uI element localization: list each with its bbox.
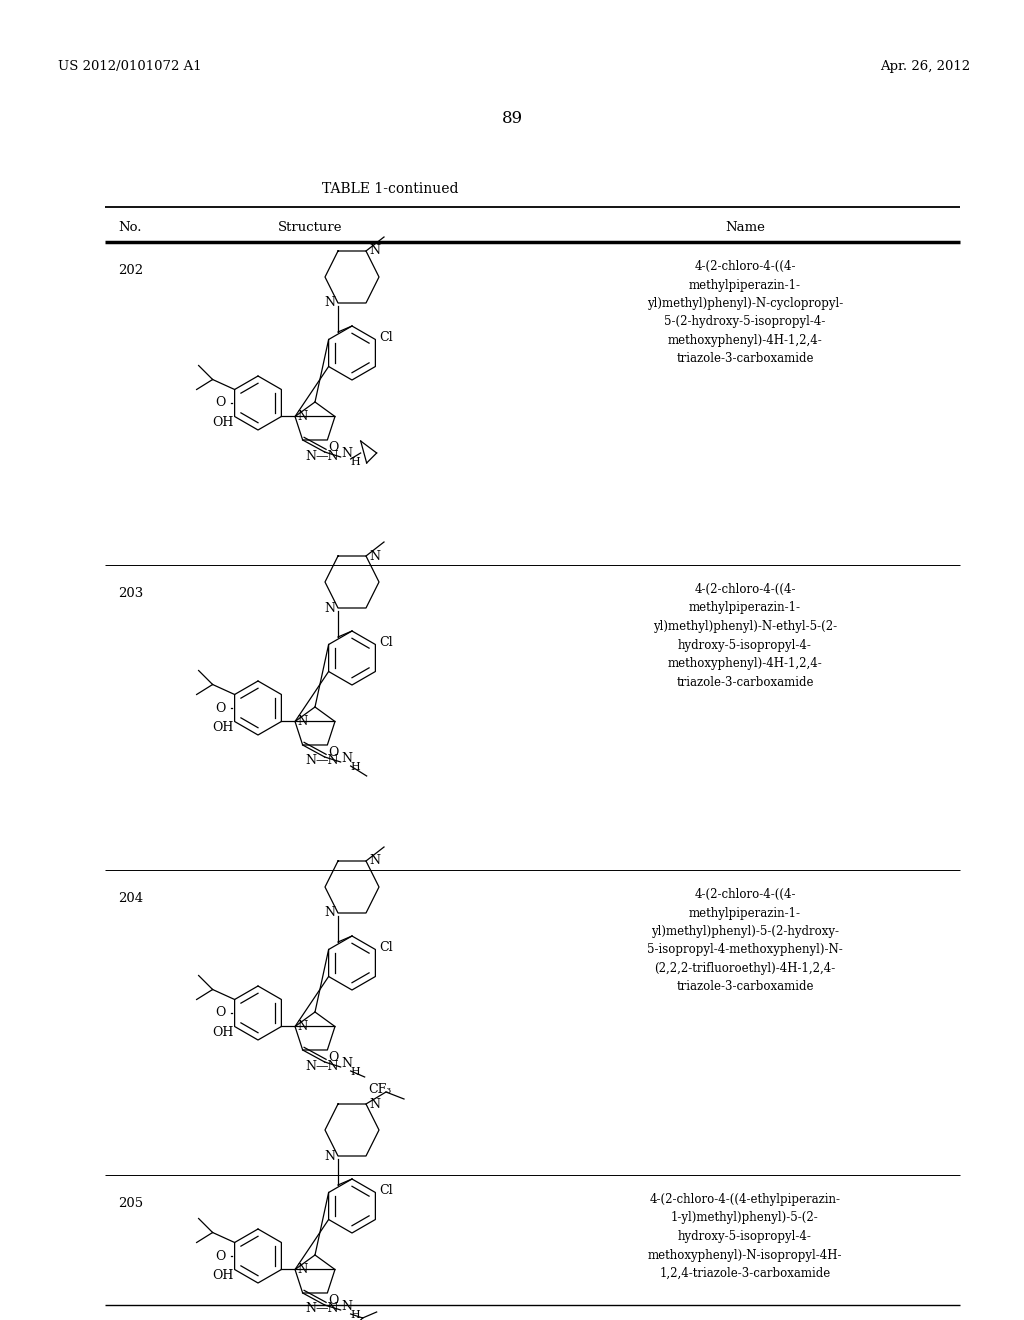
Text: Structure: Structure <box>278 220 342 234</box>
Text: CF₃: CF₃ <box>369 1082 392 1096</box>
Text: 4-(2-chloro-4-((4-ethylpiperazin-
1-yl)methyl)phenyl)-5-(2-
hydroxy-5-isopropyl-: 4-(2-chloro-4-((4-ethylpiperazin- 1-yl)m… <box>648 1193 843 1280</box>
Text: N: N <box>369 549 380 562</box>
Text: H: H <box>350 1067 360 1077</box>
Text: 203: 203 <box>118 587 143 601</box>
Text: —N: —N <box>315 450 339 462</box>
Text: N: N <box>297 411 307 422</box>
Text: N: N <box>369 854 380 867</box>
Text: 4-(2-chloro-4-((4-
methylpiperazin-1-
yl)methyl)phenyl)-N-ethyl-5-(2-
hydroxy-5-: 4-(2-chloro-4-((4- methylpiperazin-1- yl… <box>653 583 837 689</box>
Text: OH: OH <box>213 416 233 429</box>
Text: 205: 205 <box>118 1197 143 1210</box>
Text: O: O <box>328 441 339 454</box>
Text: O: O <box>328 746 339 759</box>
Text: H: H <box>350 762 360 772</box>
Text: N: N <box>324 907 335 920</box>
Text: N: N <box>342 752 352 766</box>
Text: O: O <box>328 1051 339 1064</box>
Text: 89: 89 <box>502 110 522 127</box>
Text: N: N <box>305 755 316 767</box>
Text: TABLE 1-continued: TABLE 1-continued <box>322 182 459 195</box>
Text: N: N <box>342 1057 352 1071</box>
Text: 4-(2-chloro-4-((4-
methylpiperazin-1-
yl)methyl)phenyl)-5-(2-hydroxy-
5-isopropy: 4-(2-chloro-4-((4- methylpiperazin-1- yl… <box>647 888 843 994</box>
Text: —N: —N <box>315 1060 339 1072</box>
Text: 202: 202 <box>118 264 143 277</box>
Text: N: N <box>342 447 352 461</box>
Text: N: N <box>297 1020 307 1034</box>
Text: Cl: Cl <box>379 636 393 649</box>
Text: N: N <box>369 244 380 257</box>
Text: N: N <box>305 1303 316 1316</box>
Text: O: O <box>216 701 226 714</box>
Text: —N: —N <box>315 1303 339 1316</box>
Text: O: O <box>216 1250 226 1262</box>
Text: Name: Name <box>725 220 765 234</box>
Text: O: O <box>216 396 226 409</box>
Text: H: H <box>350 457 360 467</box>
Text: H: H <box>350 1309 360 1320</box>
Text: Apr. 26, 2012: Apr. 26, 2012 <box>880 59 970 73</box>
Text: US 2012/0101072 A1: US 2012/0101072 A1 <box>58 59 202 73</box>
Text: N: N <box>342 1300 352 1313</box>
Text: 4-(2-chloro-4-((4-
methylpiperazin-1-
yl)methyl)phenyl)-N-cyclopropyl-
5-(2-hydr: 4-(2-chloro-4-((4- methylpiperazin-1- yl… <box>647 260 843 366</box>
Text: N: N <box>324 1150 335 1163</box>
Text: —N: —N <box>315 755 339 767</box>
Text: N: N <box>324 297 335 309</box>
Text: N: N <box>297 715 307 729</box>
Text: No.: No. <box>118 220 141 234</box>
Text: Cl: Cl <box>379 331 393 345</box>
Text: N: N <box>369 1097 380 1110</box>
Text: Cl: Cl <box>379 1184 393 1197</box>
Text: N: N <box>297 1263 307 1276</box>
Text: N: N <box>305 450 316 462</box>
Text: OH: OH <box>213 1269 233 1282</box>
Text: O: O <box>328 1294 339 1307</box>
Text: N: N <box>305 1060 316 1072</box>
Text: 204: 204 <box>118 892 143 906</box>
Text: Cl: Cl <box>379 941 393 954</box>
Text: O: O <box>216 1006 226 1019</box>
Text: OH: OH <box>213 721 233 734</box>
Text: N: N <box>324 602 335 615</box>
Text: OH: OH <box>213 1026 233 1039</box>
